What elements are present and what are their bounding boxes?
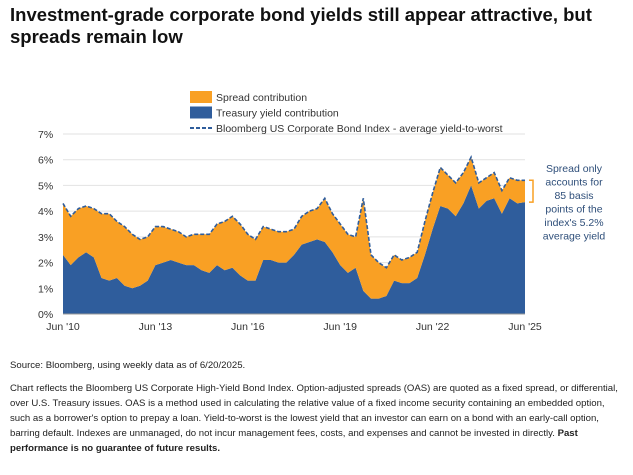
y-tick-label: 0%: [38, 309, 53, 321]
bracket: [529, 179, 534, 203]
y-tick-label: 4%: [38, 206, 53, 218]
annotation: 85 basis: [554, 190, 593, 202]
x-tick-label: Jun '13: [139, 321, 173, 333]
annotation: index's 5.2%: [544, 217, 603, 229]
note: Chart reflects the Bloomberg US Corporat…: [10, 381, 625, 456]
x-tick-label: Jun '25: [508, 321, 542, 333]
y-tick-label: 7%: [38, 129, 53, 141]
legend-swatch: [190, 91, 212, 103]
y-tick-label: 6%: [38, 155, 53, 167]
annotation: points of the: [545, 204, 602, 216]
source: Source: Bloomberg, using weekly data as …: [10, 360, 246, 371]
y-tick-label: 5%: [38, 180, 53, 192]
note-text: Chart reflects the Bloomberg US Corporat…: [10, 383, 618, 439]
y-tick-label: 1%: [38, 283, 53, 295]
legend-label: Spread contribution: [216, 92, 307, 104]
notes: Source: Bloomberg, using weekly data as …: [10, 358, 625, 464]
annotation: Spread only: [546, 163, 603, 175]
x-tick-label: Jun '19: [323, 321, 357, 333]
y-tick-label: 3%: [38, 232, 53, 244]
area: [63, 157, 525, 299]
disclaimer: Past performance is no guarantee of futu…: [10, 428, 578, 454]
legend-label: Bloomberg US Corporate Bond Index - aver…: [216, 123, 503, 135]
legend-swatch: [190, 106, 212, 119]
x-tick-label: Jun '22: [416, 321, 450, 333]
index-line: [62, 154, 525, 269]
annotation: average yield: [543, 231, 606, 243]
x-tick-label: Jun '16: [231, 321, 265, 333]
chart: 0% 1% 2% 3% 4% 5% 6% 7% Jun '10 Jun '13 Jun '16 Jun…: [38, 91, 606, 333]
x-tick-label: Jun '10: [46, 321, 80, 333]
area: [63, 185, 525, 314]
annotation: accounts for: [545, 177, 603, 189]
y-tick-label: 2%: [38, 258, 53, 270]
chart-title: Investment-grade corporate bond yields s…: [10, 4, 592, 47]
legend-label: Treasury yield contribution: [216, 108, 339, 120]
